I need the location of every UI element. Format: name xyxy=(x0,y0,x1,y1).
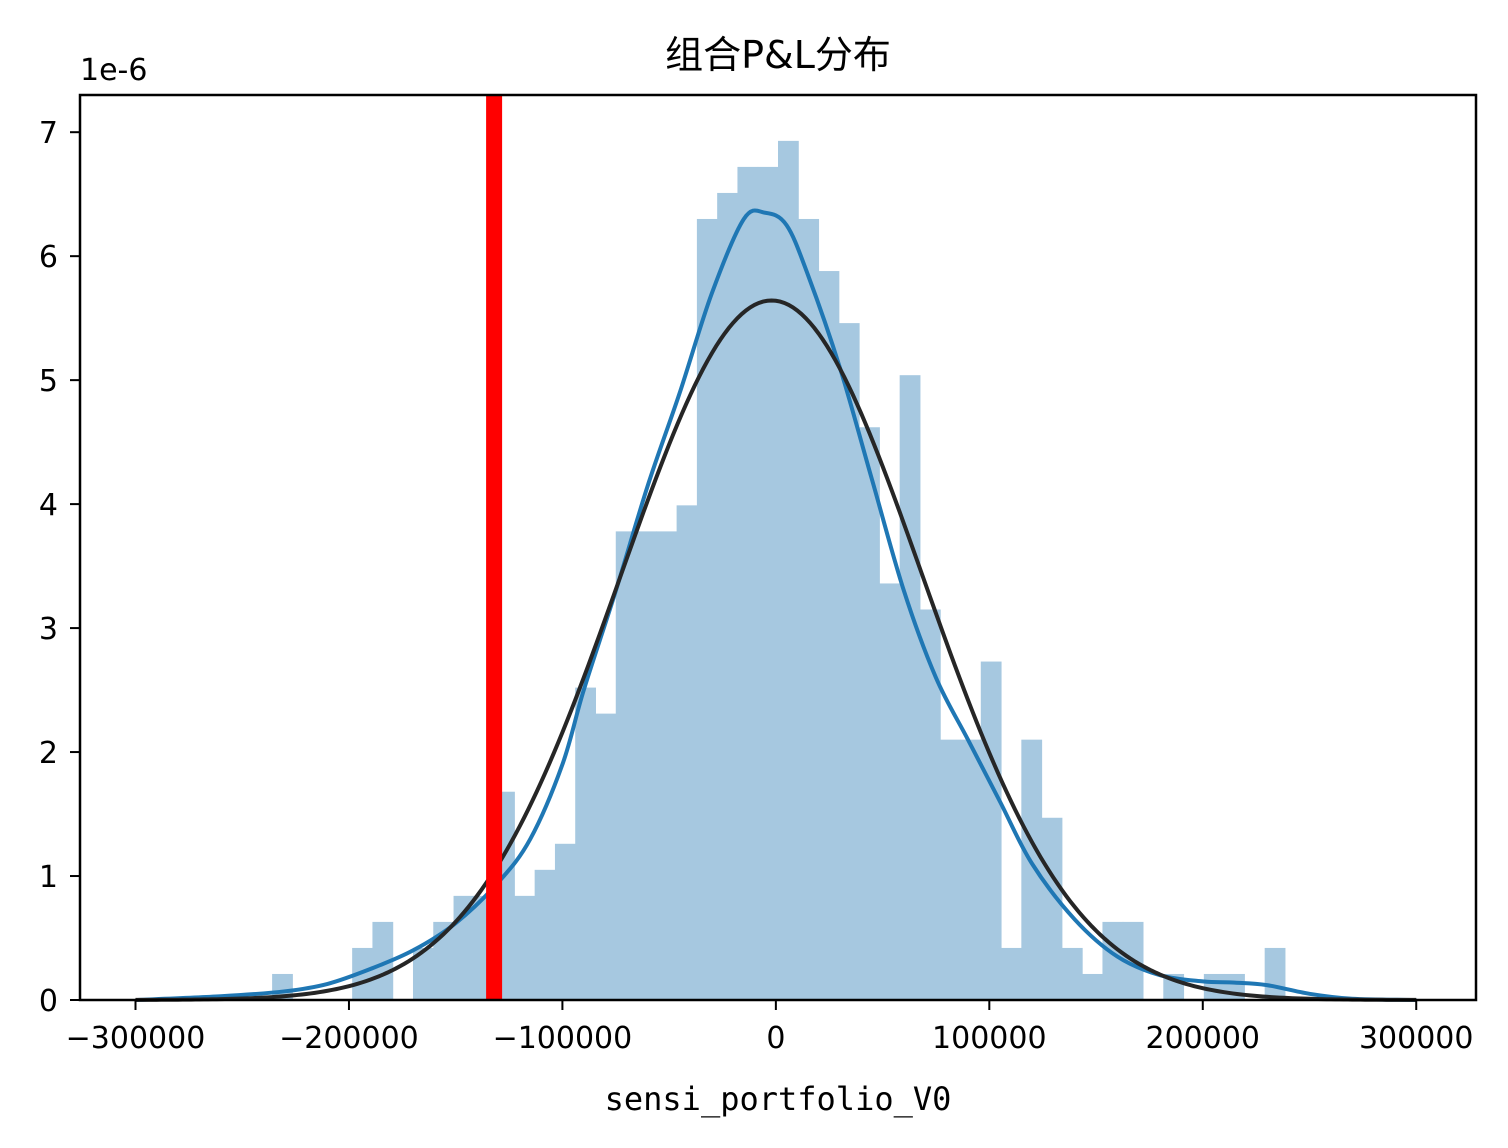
histogram-bar xyxy=(696,218,718,1000)
histogram-bar xyxy=(554,843,576,1000)
y-tick-label: 2 xyxy=(39,736,58,771)
histogram-bar xyxy=(757,166,779,1000)
histogram-bar xyxy=(980,661,1002,1000)
y-tick-label: 6 xyxy=(39,240,58,275)
histogram-bar xyxy=(1001,947,1022,1000)
plot-frame xyxy=(78,93,1478,1002)
histogram-bar xyxy=(676,505,698,1000)
y-tick-label: 7 xyxy=(39,116,58,151)
x-tick-label: −100000 xyxy=(493,1021,633,1056)
histogram-bar xyxy=(798,218,820,1000)
histogram-bar xyxy=(636,531,657,1000)
y-axis-offset-label: 1e-6 xyxy=(80,53,147,88)
histogram-bar xyxy=(818,271,840,1000)
normal-fit-curve xyxy=(135,298,1417,1002)
y-axis-ticks: 0 1 2 3 4 5 6 7 xyxy=(39,116,80,1019)
histogram-bar xyxy=(595,713,617,1000)
histogram-bar xyxy=(737,166,759,1000)
x-tick-label: 300000 xyxy=(1359,1021,1474,1056)
histogram-bar xyxy=(940,739,962,1000)
histogram-bar xyxy=(534,869,556,1000)
histogram-bar xyxy=(717,192,738,1000)
histogram-bar xyxy=(859,427,880,1000)
histogram-bar xyxy=(656,531,678,1000)
histogram-bars xyxy=(272,140,1286,1000)
x-axis-label: sensi_portfolio_V0 xyxy=(605,1080,952,1118)
histogram-bar xyxy=(838,323,860,1000)
histogram-bar xyxy=(575,687,596,1000)
x-tick-label: −300000 xyxy=(66,1021,206,1056)
histogram-bar xyxy=(1021,739,1043,1000)
histogram-bar xyxy=(1102,921,1124,1000)
x-tick-label: 200000 xyxy=(1146,1021,1261,1056)
histogram-bar xyxy=(372,921,394,1000)
histogram-bar xyxy=(1264,947,1286,1000)
y-tick-label: 5 xyxy=(39,364,58,399)
histogram-bar xyxy=(879,583,901,1000)
y-tick-label: 1 xyxy=(39,860,58,895)
y-tick-label: 3 xyxy=(39,612,58,647)
x-tick-label: 100000 xyxy=(932,1021,1047,1056)
histogram-bar xyxy=(615,531,637,1000)
histogram-bar xyxy=(412,947,434,1000)
histogram-bar xyxy=(1041,817,1063,1000)
histogram-bar xyxy=(1082,973,1103,1000)
histogram-bar xyxy=(1061,947,1083,1000)
histogram-bar xyxy=(960,739,982,1000)
x-tick-label: −200000 xyxy=(279,1021,419,1056)
histogram-bar xyxy=(514,895,536,1000)
histogram-bar xyxy=(919,609,941,1000)
histogram-bar xyxy=(1203,973,1225,1000)
y-tick-label: 0 xyxy=(39,984,58,1019)
y-tick-label: 4 xyxy=(39,488,58,523)
x-tick-label: 0 xyxy=(766,1021,785,1056)
chart-title: 组合P&L分布 xyxy=(665,33,891,77)
histogram-bar xyxy=(778,140,799,1000)
x-axis-ticks: −300000 −200000 −100000 0 100000 200000 300000 xyxy=(66,1000,1474,1056)
histogram-bar xyxy=(899,375,921,1000)
